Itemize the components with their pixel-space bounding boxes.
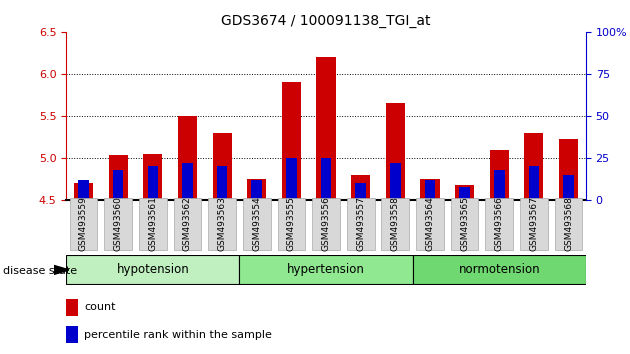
Bar	[425, 180, 435, 200]
Text: GSM493565: GSM493565	[460, 196, 469, 251]
Text: normotension: normotension	[459, 263, 540, 276]
FancyBboxPatch shape	[208, 198, 236, 250]
Bar	[490, 150, 509, 200]
Bar	[286, 158, 297, 200]
Bar	[113, 170, 123, 200]
Bar	[282, 82, 301, 200]
Bar	[247, 179, 266, 200]
Bar	[355, 183, 366, 200]
FancyBboxPatch shape	[66, 256, 239, 284]
Bar	[390, 163, 401, 200]
Bar	[524, 133, 544, 200]
FancyBboxPatch shape	[312, 198, 340, 250]
Bar	[147, 166, 158, 200]
Bar	[251, 180, 262, 200]
Bar	[108, 155, 128, 200]
Text: GSM493559: GSM493559	[79, 196, 88, 251]
Text: hypertension: hypertension	[287, 263, 365, 276]
FancyBboxPatch shape	[139, 198, 166, 250]
Bar	[321, 158, 331, 200]
Text: GSM493568: GSM493568	[564, 196, 573, 251]
FancyBboxPatch shape	[554, 198, 582, 250]
Bar	[455, 185, 474, 200]
FancyBboxPatch shape	[243, 198, 271, 250]
Bar	[316, 57, 336, 200]
FancyBboxPatch shape	[381, 198, 410, 250]
Text: GSM493562: GSM493562	[183, 196, 192, 251]
FancyBboxPatch shape	[104, 198, 132, 250]
Text: GSM493555: GSM493555	[287, 196, 296, 251]
Bar	[212, 133, 232, 200]
FancyBboxPatch shape	[413, 256, 586, 284]
Bar	[66, 326, 78, 343]
FancyBboxPatch shape	[451, 198, 479, 250]
Text: GSM493560: GSM493560	[113, 196, 123, 251]
Text: GSM493566: GSM493566	[495, 196, 504, 251]
Bar	[217, 166, 227, 200]
Bar	[182, 163, 193, 200]
FancyBboxPatch shape	[239, 256, 413, 284]
Bar	[143, 154, 163, 200]
Bar	[459, 187, 470, 200]
Text: GSM493556: GSM493556	[321, 196, 331, 251]
FancyBboxPatch shape	[485, 198, 513, 250]
Text: GSM493564: GSM493564	[425, 196, 435, 251]
Text: hypotension: hypotension	[117, 263, 189, 276]
Text: GSM493567: GSM493567	[529, 196, 539, 251]
Bar	[563, 175, 574, 200]
FancyBboxPatch shape	[69, 198, 97, 250]
Text: GSM493558: GSM493558	[391, 196, 400, 251]
Bar	[351, 175, 370, 200]
Text: GSM493563: GSM493563	[217, 196, 227, 251]
FancyBboxPatch shape	[346, 198, 374, 250]
Bar	[494, 170, 505, 200]
Bar	[78, 180, 89, 200]
Text: count: count	[84, 302, 116, 312]
Bar	[559, 139, 578, 200]
Bar	[420, 179, 440, 200]
FancyBboxPatch shape	[277, 198, 305, 250]
FancyBboxPatch shape	[520, 198, 547, 250]
Title: GDS3674 / 100091138_TGI_at: GDS3674 / 100091138_TGI_at	[221, 14, 431, 28]
FancyBboxPatch shape	[416, 198, 444, 250]
Text: GSM493561: GSM493561	[148, 196, 158, 251]
Bar	[529, 166, 539, 200]
Text: GSM493554: GSM493554	[252, 196, 261, 251]
Polygon shape	[54, 266, 69, 275]
Bar	[386, 103, 405, 200]
Bar	[178, 116, 197, 200]
Bar	[66, 299, 78, 315]
Bar	[74, 183, 93, 200]
Text: disease state: disease state	[3, 266, 77, 276]
Text: GSM493557: GSM493557	[356, 196, 365, 251]
FancyBboxPatch shape	[174, 198, 202, 250]
Text: percentile rank within the sample: percentile rank within the sample	[84, 330, 272, 340]
